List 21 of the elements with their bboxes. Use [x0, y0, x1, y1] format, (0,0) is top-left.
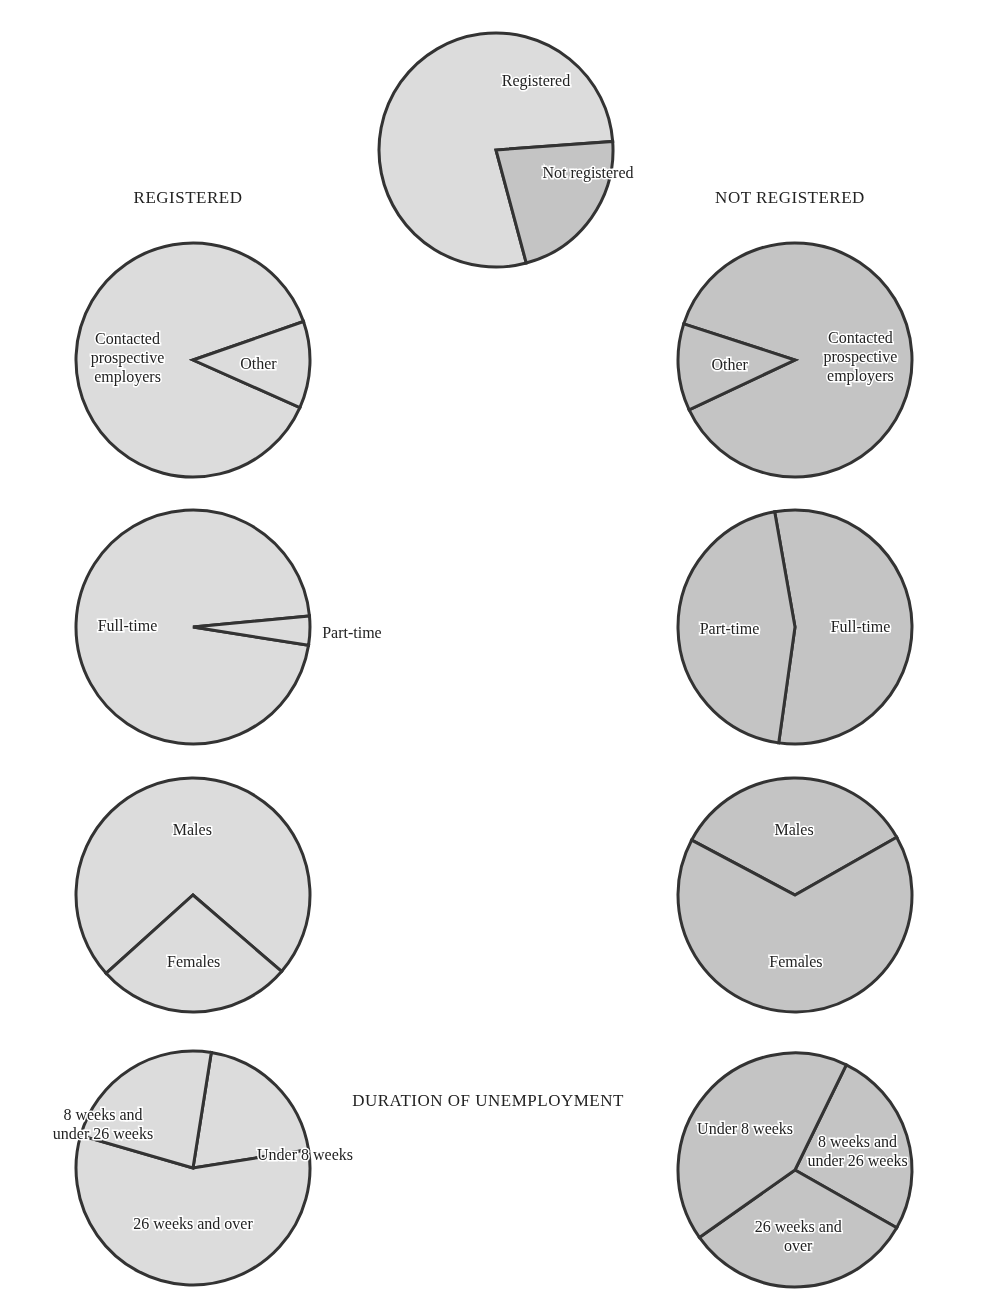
slice-label: Other [240, 354, 278, 372]
slice-label: Females [167, 952, 221, 970]
chart-title: NOT REGISTERED [714, 188, 866, 208]
slice-label: 26 weeks and over [133, 1214, 254, 1232]
slice-label: 26 weeks and over [754, 1217, 842, 1254]
text: DURATION OF UNEMPLOYMENT [351, 1091, 625, 1111]
slice-label: Contacted prospective employers [823, 328, 898, 385]
slice-label: Contacted prospective employers [90, 329, 165, 386]
slice-label: 8 weeks and under 26 weeks [807, 1132, 908, 1169]
slice-label: Full-time [830, 617, 891, 635]
slice-label: Males [172, 820, 212, 838]
slice-label: Males [774, 820, 814, 838]
slice-label: Full-time [97, 616, 158, 634]
slice-label: Other [711, 355, 749, 373]
slice-label: Under 8 weeks [697, 1119, 794, 1137]
slice-label: Part-time [322, 623, 382, 641]
slice-label: Part-time [699, 619, 760, 637]
slice-label: Registered [501, 71, 571, 90]
pie-slice [74, 508, 311, 746]
slice-label: Females [769, 952, 823, 970]
chart-title: REGISTERED [132, 188, 244, 208]
